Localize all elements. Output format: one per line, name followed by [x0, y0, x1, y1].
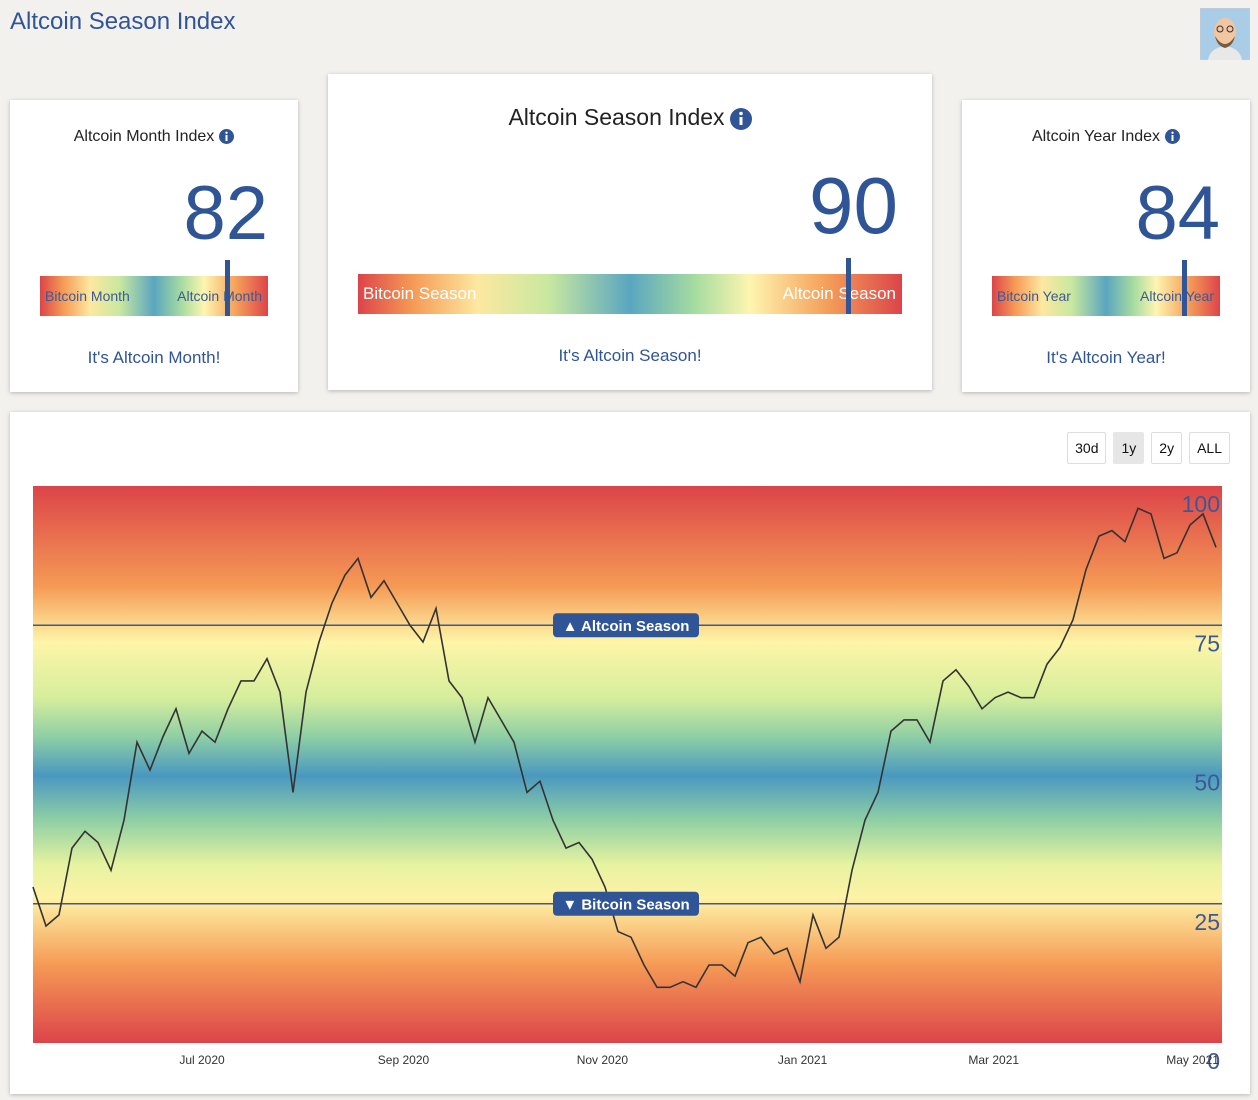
index-value: 84	[1135, 171, 1220, 256]
index-value: 90	[809, 161, 898, 250]
gauge-marker	[224, 260, 230, 316]
chart: ▲ Altcoin Season ▼ Bitcoin Season 0 25 50 75 1…	[32, 486, 1222, 1074]
status: It's Altcoin Month!	[87, 348, 221, 367]
x-tick-label: Jul 2020	[179, 1053, 225, 1067]
gauge-low-label: Bitcoin Season	[363, 284, 477, 303]
x-tick-label: Nov 2020	[577, 1053, 629, 1067]
range-buttons: 30d 1y 2y ALL	[1067, 432, 1230, 464]
page-title: Altcoin Season Index	[10, 8, 236, 35]
card-title-row: Altcoin Season Index	[328, 104, 932, 131]
card-title: Altcoin Season Index	[508, 104, 725, 130]
gauge-low-label: Bitcoin Year	[997, 288, 1071, 304]
threshold-badge	[553, 891, 699, 916]
gauge: Bitcoin Season Altcoin Season	[358, 258, 902, 314]
gauge-marker	[1181, 260, 1187, 316]
y-tick-label: 0	[1207, 1048, 1220, 1074]
range-button[interactable]: 2y	[1151, 432, 1183, 464]
info-icon[interactable]	[219, 129, 235, 145]
gauge: Bitcoin Month Altcoin Month	[40, 260, 268, 316]
index-line	[32, 507, 1217, 989]
card-title: Altcoin Month Index	[73, 128, 215, 145]
season-card: Altcoin Season Index 90 Bitcoin Season Al…	[328, 74, 932, 390]
threshold-label: ▲ Altcoin Season	[563, 618, 690, 635]
x-tick-label: Jan 2021	[778, 1053, 828, 1067]
y-tick-label: 75	[1194, 630, 1220, 656]
gauge-high-label: Altcoin Season	[782, 284, 896, 303]
year-card: Altcoin Year Index 84 Bitcoin Year Altcoi…	[962, 100, 1250, 392]
index-value: 82	[183, 171, 268, 256]
y-tick-label: 25	[1194, 909, 1220, 935]
plot-background	[33, 486, 1222, 1043]
chart-panel: ▲ Altcoin Season ▼ Bitcoin Season 0 25 50 75 1…	[10, 412, 1250, 1094]
range-button[interactable]: ALL	[1189, 432, 1230, 464]
info-icon[interactable]	[1165, 129, 1181, 145]
threshold-label: ▼ Bitcoin Season	[562, 896, 689, 913]
range-button[interactable]: 1y	[1113, 432, 1145, 464]
month-card: Altcoin Month Index 82 Bitcoin Month Altc…	[10, 100, 298, 392]
x-tick-label: Sep 2020	[378, 1053, 430, 1067]
status: It's Altcoin Season!	[558, 346, 702, 365]
x-tick-label: Mar 2021	[968, 1053, 1019, 1067]
y-tick-label: 100	[1182, 491, 1220, 517]
status: It's Altcoin Year!	[1046, 348, 1166, 367]
info-icon[interactable]	[729, 107, 752, 130]
range-button[interactable]: 30d	[1067, 432, 1107, 464]
y-tick-label: 50	[1194, 770, 1220, 796]
gauge-low-label: Bitcoin Month	[45, 288, 130, 304]
gauge-high-label: Altcoin Year	[1140, 288, 1214, 304]
threshold-badge	[553, 613, 699, 638]
avatar[interactable]	[1200, 8, 1250, 60]
x-tick-label: May 2021	[1166, 1053, 1219, 1067]
card-title: Altcoin Year Index	[1031, 128, 1161, 145]
gauge: Bitcoin Year Altcoin Year	[992, 260, 1220, 316]
gauge-marker	[845, 258, 851, 314]
card-title-row: Altcoin Year Index	[962, 128, 1250, 146]
gauge-high-label: Altcoin Month	[177, 288, 262, 304]
card-title-row: Altcoin Month Index	[10, 128, 298, 146]
